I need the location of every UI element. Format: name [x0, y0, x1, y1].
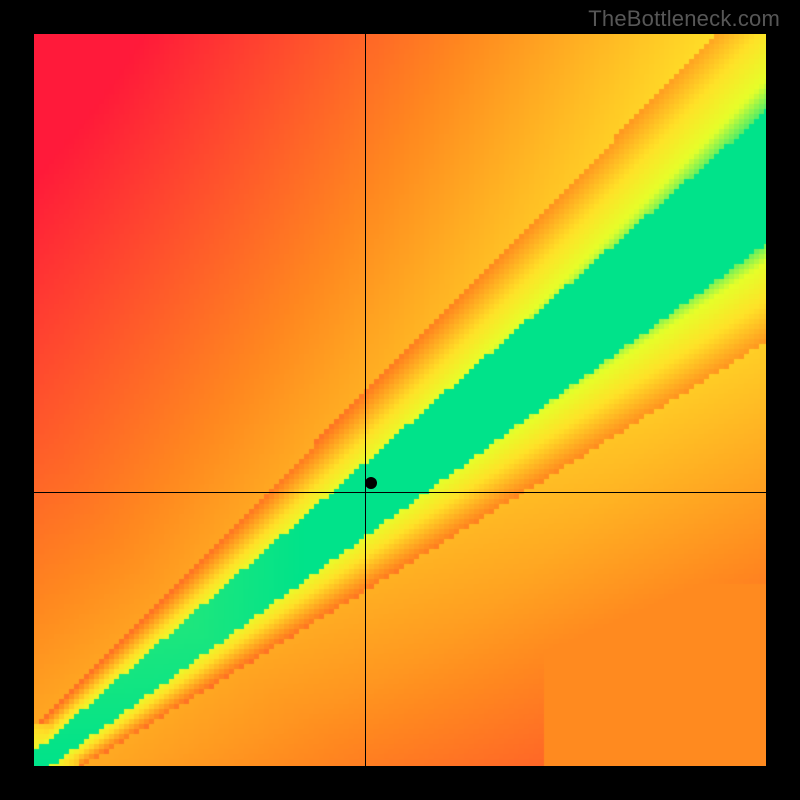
watermark-text: TheBottleneck.com: [588, 6, 780, 32]
crosshair-horizontal: [34, 492, 766, 493]
heatmap-canvas: [34, 34, 766, 766]
marker-dot: [365, 477, 377, 489]
crosshair-vertical: [365, 34, 366, 766]
heatmap-plot-area: [34, 34, 766, 766]
